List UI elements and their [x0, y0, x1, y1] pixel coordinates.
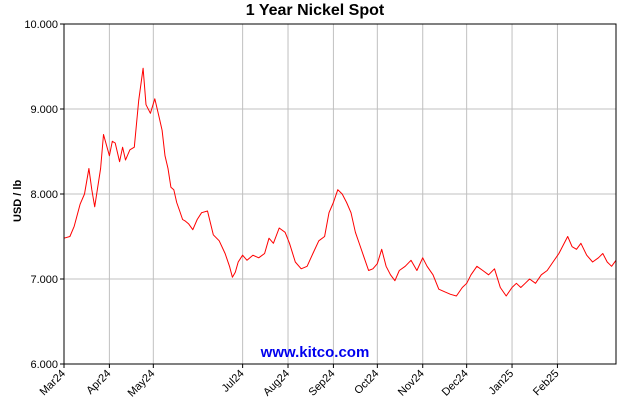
x-tick-label: May24	[126, 368, 158, 400]
chart-title: 1 Year Nickel Spot	[245, 2, 385, 19]
x-tick-label: Jul24	[220, 368, 247, 395]
x-tick-label: Aug24	[261, 368, 292, 399]
y-tick-label: 6.000	[30, 359, 58, 371]
y-tick-label: 9.000	[30, 104, 58, 116]
x-tick-label: Sep24	[307, 368, 338, 399]
x-tick-label: Jan25	[486, 368, 516, 398]
nickel-price-line	[63, 67, 617, 297]
x-tick-label: Apr24	[84, 368, 113, 397]
x-tick-label: Oct24	[352, 368, 381, 397]
y-tick-label: 8.000	[30, 189, 58, 201]
x-axis: Mar24 Apr24 May24 Jul24 Aug24 Sep24 Oct24 Nov24…	[38, 364, 562, 399]
y-tick-label: 10.000	[24, 19, 58, 31]
kitco-watermark: www.kitco.com	[260, 344, 370, 361]
x-tick-label: Nov24	[396, 368, 427, 399]
y-axis: 6.000 7.000 8.000 9.000 10.000	[24, 19, 64, 371]
x-tick-label: Feb25	[531, 368, 562, 399]
y-tick-label: 7.000	[30, 274, 58, 286]
series-group	[63, 67, 617, 297]
plot-border	[63, 23, 617, 365]
x-tick-label: Mar24	[38, 368, 69, 399]
x-tick-label: Dec24	[440, 368, 471, 399]
